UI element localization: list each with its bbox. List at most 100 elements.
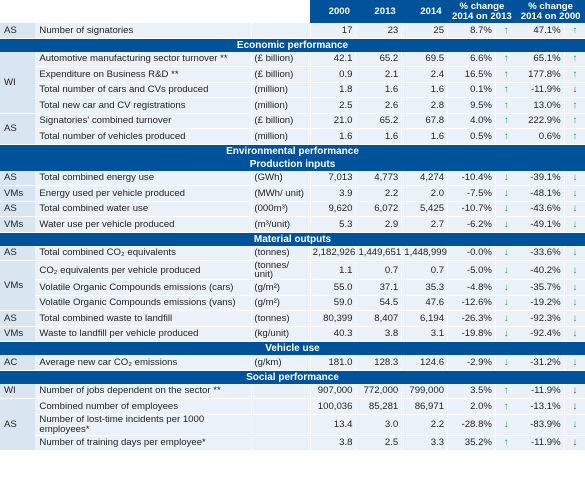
row-description: Total new car and CV registrations — [35, 97, 253, 114]
value-2013: 54.5 — [355, 295, 403, 311]
row-description: Total combined waste to landfill — [35, 310, 253, 327]
value-2014: 124.6 — [401, 355, 449, 371]
row-unit: (000m³) — [251, 201, 311, 217]
row-unit: (kg/unit) — [251, 326, 311, 342]
pct-change-2013: -10.4% — [447, 170, 496, 186]
arrow-down-icon: ↓ — [564, 260, 585, 280]
value-2000: 17 — [310, 23, 357, 39]
group-label: AS — [0, 23, 36, 39]
value-2014: 799,000 — [401, 383, 449, 399]
row-unit: (MWh/ unit) — [251, 185, 311, 202]
arrow-up-icon: ↑ — [495, 435, 517, 451]
subsection-title: Production inputs — [0, 157, 585, 171]
subsection-title: Material outputs — [0, 232, 585, 246]
section-header: Environmental performance — [0, 144, 585, 158]
value-2013: 2.9 — [355, 216, 403, 233]
arrow-up-icon: ↑ — [495, 82, 517, 98]
group-label: WI — [0, 51, 36, 114]
row-unit: (million) — [251, 97, 311, 114]
arrow-down-icon: ↓ — [564, 326, 585, 342]
arrow-up-icon: ↑ — [495, 383, 517, 399]
arrow-down-icon: ↓ — [495, 295, 517, 311]
row-description: Number of signatories — [35, 23, 253, 39]
arrow-down-icon: ↓ — [495, 170, 517, 186]
value-2014: 47.6 — [401, 295, 449, 311]
pct-change-2013: 6.6% — [447, 51, 496, 67]
pct-change-2000: -49.1% — [516, 216, 565, 233]
row-description: Signatories' combined turnover — [35, 113, 253, 129]
arrow-down-icon: ↓ — [495, 216, 517, 233]
value-2014: 1.6 — [401, 128, 449, 145]
value-2000: 1.1 — [310, 260, 357, 280]
value-2013: 128.3 — [355, 355, 403, 371]
row-description: Total number of vehicles produced — [35, 128, 253, 145]
group-label: AS — [0, 201, 36, 217]
arrow-up-icon: ↑ — [495, 113, 517, 129]
table-row: WI Number of jobs dependent on the secto… — [0, 383, 585, 399]
arrow-down-icon: ↓ — [564, 310, 585, 327]
table-row: AS Number of signatories 17 23 25 8.7% ↑… — [0, 23, 585, 39]
value-2000: 1.8 — [310, 82, 357, 98]
row-description: Total combined water use — [35, 201, 253, 217]
table-row: Total number of vehicles produced (milli… — [0, 128, 585, 145]
pct-change-2013: -26.3% — [447, 310, 496, 327]
pct-change-2000: 177.8% — [516, 66, 565, 83]
value-2014: 1,448,999 — [401, 245, 449, 261]
value-2000: 13.4 — [310, 414, 357, 436]
table-row: Volatile Organic Compounds emissions (ca… — [0, 279, 585, 296]
table-row: AS Total combined water use (000m³) 9,62… — [0, 201, 585, 217]
table-row: VMs Waste to landfill per vehicle produc… — [0, 326, 585, 342]
table-row: AS Combined number of employees 100,036 … — [0, 398, 585, 451]
value-2000: 59.0 — [310, 295, 357, 311]
value-2014: 2.8 — [401, 97, 449, 114]
section-title: Economic performance — [0, 38, 585, 52]
group-label: AS — [0, 398, 36, 451]
row-description: Number of lost-time incidents per 1000 e… — [35, 414, 253, 436]
sustainability-table: 2000 2013 2014 % change 2014 on 2013 % c… — [0, 0, 585, 451]
arrow-down-icon: ↓ — [564, 398, 585, 415]
row-unit: (m³/unit) — [251, 216, 311, 233]
value-2013: 1.6 — [355, 82, 403, 98]
row-description: Automotive manufacturing sector turnover… — [35, 51, 253, 67]
arrow-down-icon: ↓ — [495, 355, 517, 371]
value-2013: 0.7 — [355, 260, 403, 280]
value-2013: 2.2 — [355, 185, 403, 202]
row-unit: (g/m²) — [251, 279, 311, 296]
pct-change-2013: -28.8% — [447, 414, 496, 436]
value-2013: 6,072 — [355, 201, 403, 217]
value-2014: 5,425 — [401, 201, 449, 217]
value-2000: 3.8 — [310, 435, 357, 451]
value-2014: 86,971 — [401, 398, 449, 415]
group-label: AS — [0, 113, 36, 145]
header-blank — [0, 0, 36, 23]
table-row: AS Total combined CO₂ equivalents (tonne… — [0, 245, 585, 261]
table-row: Total number of cars and CVs produced (m… — [0, 82, 585, 98]
arrow-down-icon: ↓ — [495, 260, 517, 280]
pct-change-2000: -11.9% — [516, 435, 565, 451]
value-2013: 3.0 — [355, 414, 403, 436]
subsection-header: Production inputs — [0, 157, 585, 171]
arrow-down-icon: ↓ — [564, 279, 585, 296]
row-unit — [251, 414, 311, 436]
row-description: Total combined energy use — [35, 170, 253, 186]
arrow-down-icon: ↓ — [495, 279, 517, 296]
header-blank — [251, 0, 311, 23]
row-unit: (tonnes) — [251, 245, 311, 261]
table-row: Number of training days per employee* 3.… — [0, 435, 585, 451]
value-2000: 7,013 — [310, 170, 357, 186]
pct-change-2000: -31.2% — [516, 355, 565, 371]
pct-change-2013: -10.7% — [447, 201, 496, 217]
row-unit: (£ billion) — [251, 51, 311, 67]
row-description: Number of training days per employee* — [35, 435, 253, 451]
row-unit: (million) — [251, 82, 311, 98]
arrow-up-icon: ↑ — [564, 51, 585, 67]
arrow-up-icon: ↑ — [564, 97, 585, 114]
value-2014: 35.3 — [401, 279, 449, 296]
value-2013: 8,407 — [355, 310, 403, 327]
pct-change-2000: 222.9% — [516, 113, 565, 129]
table-row: AS Total combined energy use (GWh) 7,013… — [0, 170, 585, 186]
row-unit: (tonnes/ unit) — [251, 260, 311, 280]
table-row: VMs Water use per vehicle produced (m³/u… — [0, 216, 585, 233]
arrow-up-icon: ↑ — [495, 128, 517, 145]
row-description: Expenditure on Business R&D ** — [35, 66, 253, 83]
